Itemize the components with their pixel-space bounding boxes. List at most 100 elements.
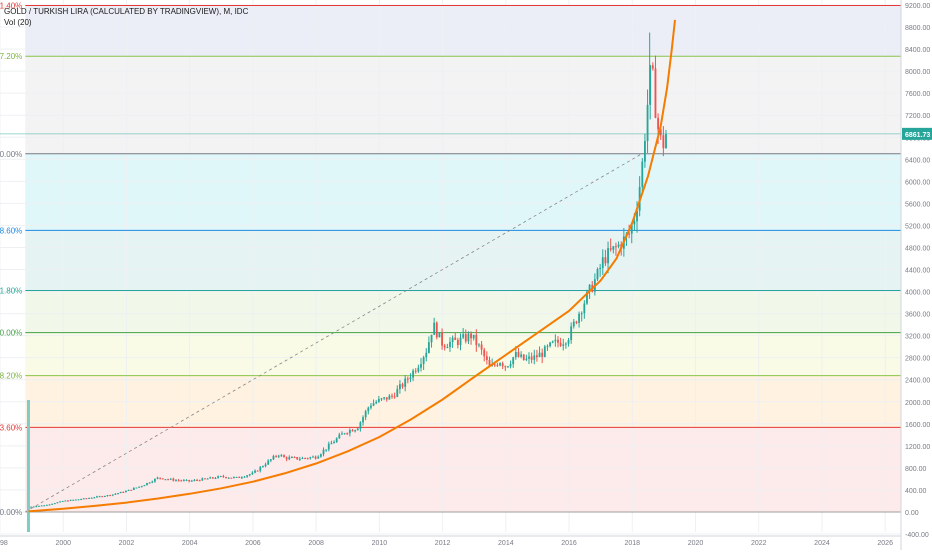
candle-body <box>306 458 309 460</box>
candle-body <box>225 477 227 479</box>
candle-body <box>470 333 472 339</box>
candle-body <box>56 502 59 504</box>
candle-body <box>319 454 322 457</box>
candle-body <box>209 477 212 479</box>
price-axis-bg <box>901 0 932 550</box>
y-tick-label: 4000.00 <box>905 290 930 297</box>
candle-body <box>488 360 491 366</box>
candle-body <box>501 363 504 367</box>
candle-body <box>130 489 133 491</box>
x-tick-label: 2008 <box>308 540 324 547</box>
fib-zone <box>25 230 902 291</box>
candle-body <box>164 479 167 481</box>
candle-body <box>543 346 546 357</box>
candle-body <box>472 334 475 339</box>
candle-body <box>90 497 93 499</box>
candle-body <box>370 405 372 408</box>
candle-body <box>383 397 386 399</box>
candle-body <box>570 326 573 341</box>
fitted-curve[interactable] <box>28 19 676 513</box>
candle-body <box>433 322 436 335</box>
y-tick-label: 400.00 <box>905 488 927 495</box>
y-tick-label: 1600.00 <box>905 422 930 429</box>
candle-body <box>617 244 620 247</box>
candle-body <box>156 477 159 479</box>
volume-indicator-label[interactable]: Vol (20) <box>4 18 32 27</box>
candle-body <box>96 496 98 498</box>
candle-body <box>51 503 54 505</box>
candle-body <box>293 457 296 459</box>
fib-label: 0.00% <box>0 508 22 517</box>
time-axis[interactable]: 1998 2000 2002 2004 2006 2008 2010 2012 2014 2016… <box>0 535 901 547</box>
candle-body <box>462 334 465 338</box>
candle-body <box>559 342 562 346</box>
candle-body <box>459 337 462 346</box>
x-tick-label: 2016 <box>561 540 577 547</box>
candle-body <box>135 487 138 489</box>
y-tick-label: 8000.00 <box>905 69 930 76</box>
candle-body <box>654 68 657 118</box>
candle-body <box>549 342 552 347</box>
candle-body <box>243 476 246 478</box>
y-tick-label: 8400.00 <box>905 47 930 54</box>
candle-body <box>35 506 38 508</box>
candle-body <box>122 491 125 493</box>
candle-body <box>275 456 278 458</box>
y-tick-label: 9200.00 <box>905 3 930 10</box>
fib-zone <box>25 427 902 512</box>
fib-zone <box>25 290 902 333</box>
candle-body <box>596 269 599 280</box>
fib-zone <box>25 5 902 57</box>
candle-body <box>467 333 470 342</box>
candle-body <box>277 455 280 457</box>
y-tick-label: 5600.00 <box>905 201 930 208</box>
x-tick-label: 2024 <box>814 540 830 547</box>
candle-body <box>427 342 430 353</box>
x-tick-label: 2026 <box>877 540 893 547</box>
y-tick-label: 3200.00 <box>905 334 930 341</box>
candle-body <box>333 442 335 444</box>
candle-body <box>430 334 433 343</box>
candle-body <box>512 357 515 365</box>
fib-label: 78.60% <box>0 226 22 235</box>
x-tick-label: 2020 <box>688 540 704 547</box>
candle-body <box>77 499 80 501</box>
candle-body <box>586 291 588 304</box>
candle-body <box>641 161 644 187</box>
price-axis[interactable]: -400.00 0.00 400.00 800.00 1200.00 1600.00 200… <box>900 0 932 550</box>
candle-body <box>38 505 40 507</box>
candle-body <box>30 506 33 508</box>
candle-body <box>520 354 523 357</box>
y-tick-label: 5200.00 <box>905 223 930 230</box>
symbol-title[interactable]: GOLD / TURKISH LIRA (CALCULATED BY TRADI… <box>4 7 249 16</box>
candle-body <box>61 501 64 503</box>
candle-body <box>272 456 275 460</box>
candle-body <box>391 395 393 397</box>
candle-body <box>119 491 122 494</box>
candle-body <box>190 480 193 482</box>
x-tick-label: 2022 <box>751 540 767 547</box>
candle-body <box>398 384 401 390</box>
candle-body <box>517 352 520 357</box>
candle-body <box>196 479 198 481</box>
candle-body <box>246 475 249 477</box>
candle-body <box>554 339 557 342</box>
candle-body <box>193 479 196 481</box>
candle-body <box>214 478 217 480</box>
candle-body <box>551 341 554 343</box>
candle-body <box>301 457 304 459</box>
trendline[interactable] <box>25 153 642 513</box>
candle-body <box>251 472 254 475</box>
candle-body <box>343 433 346 435</box>
candle-body <box>406 378 409 380</box>
candle-body <box>564 343 567 345</box>
candle-body <box>314 456 317 459</box>
candle-body <box>499 363 501 366</box>
candle-body <box>264 464 267 467</box>
fib-label: 100.00% <box>0 150 22 159</box>
grid-lines <box>0 0 901 535</box>
candle-body <box>409 377 412 380</box>
candle-body <box>259 467 262 471</box>
